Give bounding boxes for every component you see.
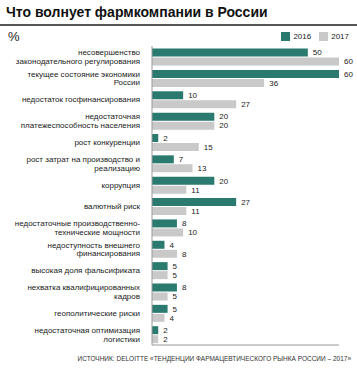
html-text:2017: 2017	[331, 31, 349, 41]
svg-text:10: 10	[188, 91, 197, 100]
svg-text:геополитические риски: геополитические риски	[54, 309, 140, 318]
svg-text:5: 5	[173, 292, 178, 301]
svg-text:4: 4	[169, 241, 174, 250]
svg-text:8: 8	[182, 283, 187, 292]
svg-text:4: 4	[169, 314, 174, 323]
svg-text:недостаточнаяплатежеспособност: недостаточнаяплатежеспособность населени…	[21, 112, 140, 130]
svg-text:2: 2	[163, 134, 168, 143]
svg-text:коррупция: коррупция	[101, 181, 140, 190]
svg-text:рост затрат на производство ир: рост затрат на производство иреализацию	[26, 155, 140, 173]
svg-text:рост конкуренции: рост конкуренции	[74, 138, 140, 147]
svg-text:27: 27	[241, 100, 250, 109]
svg-text:5: 5	[173, 262, 178, 271]
svg-text:11: 11	[191, 207, 200, 216]
html-text:2016: 2016	[293, 31, 312, 41]
svg-text:10: 10	[188, 228, 197, 237]
svg-text:27: 27	[241, 198, 250, 207]
svg-text:7: 7	[179, 155, 184, 164]
svg-text:2: 2	[163, 326, 168, 335]
svg-text:8: 8	[182, 219, 187, 228]
html-text:ИСТОЧНИК: DELOITTE «ТЕНДЕНЦИИ: ИСТОЧНИК: DELOITTE «ТЕНДЕНЦИИ ФАРМАЦЕВТИ…	[77, 355, 351, 362]
svg-text:5: 5	[173, 271, 178, 280]
svg-text:недоступность внешнегофинансир: недоступность внешнегофинансирования	[48, 241, 141, 259]
svg-text:высокая доля фальсификата: высокая доля фальсификата	[31, 266, 140, 275]
svg-text:60: 60	[344, 70, 353, 79]
svg-text:15: 15	[204, 143, 213, 152]
svg-text:недостаточные производственно-: недостаточные производственно-технически…	[15, 219, 141, 237]
svg-text:2: 2	[163, 335, 168, 344]
svg-text:нехватка квалифицированныхкадр: нехватка квалифицированныхкадров	[27, 283, 140, 301]
svg-text:36: 36	[269, 79, 278, 88]
svg-text:20: 20	[219, 177, 228, 186]
html-text:Что волнует фармкомпании в Рос: Что волнует фармкомпании в России	[6, 4, 268, 20]
svg-text:60: 60	[344, 57, 353, 66]
svg-text:недостаток госфинансирования: недостаток госфинансирования	[22, 95, 140, 104]
svg-text:недостаточная оптимизациялогис: недостаточная оптимизациялогистики	[35, 326, 140, 344]
svg-text:13: 13	[198, 164, 207, 173]
svg-text:20: 20	[219, 112, 228, 121]
svg-text:50: 50	[313, 48, 322, 57]
svg-text:несовершенствозаконодательного: несовершенствозаконодательного регулиров…	[16, 48, 141, 66]
svg-text:8: 8	[182, 250, 187, 259]
svg-text:текущее состояние экономикиРос: текущее состояние экономикиРоссии	[27, 70, 140, 88]
svg-text:11: 11	[191, 186, 200, 195]
svg-text:5: 5	[173, 305, 178, 314]
svg-text:валютный риск: валютный риск	[84, 202, 141, 211]
svg-text:20: 20	[219, 121, 228, 130]
